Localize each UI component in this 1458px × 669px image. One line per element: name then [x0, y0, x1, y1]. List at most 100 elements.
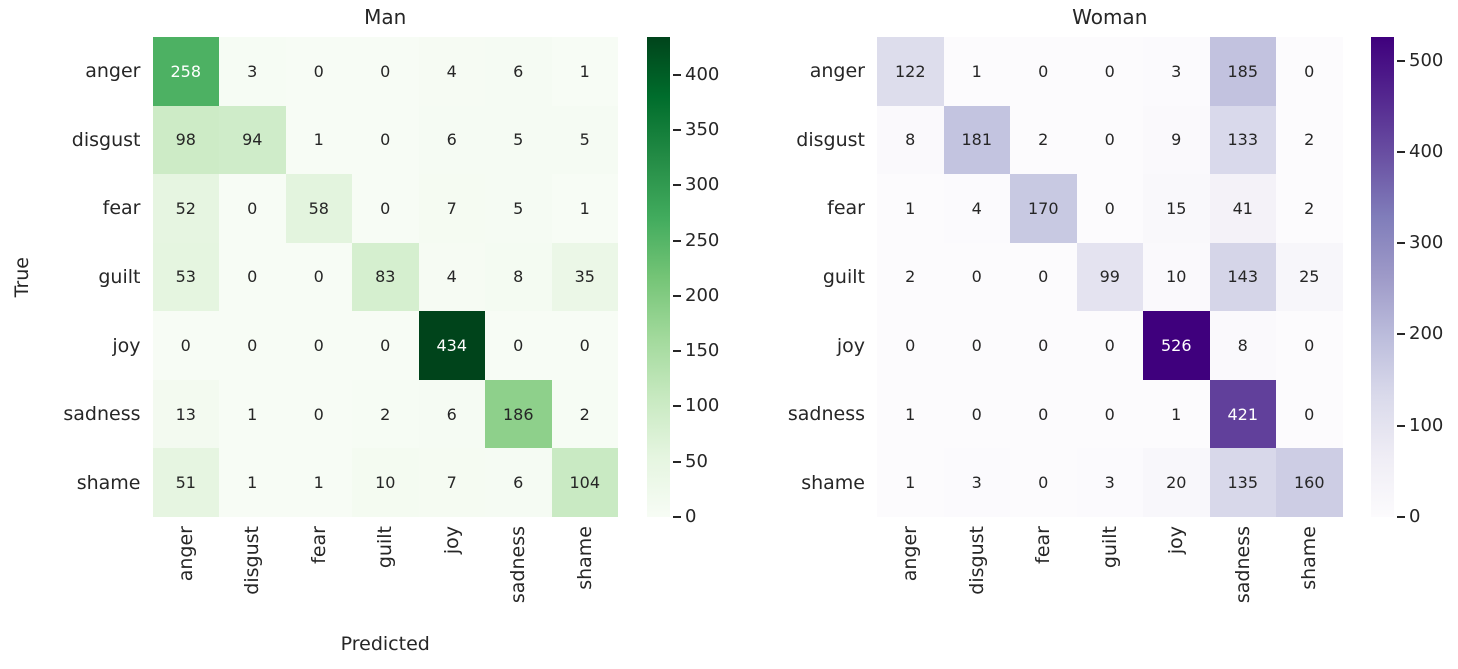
colorbar-tick-mark — [1397, 150, 1405, 153]
x-tick-label: guilt — [1098, 526, 1121, 569]
colorbar-tick-mark — [673, 184, 681, 187]
heatmap-cell: 3 — [219, 37, 286, 106]
colorbar-tick-label: 0 — [1409, 506, 1421, 527]
heatmap-cell: 1 — [877, 174, 944, 243]
colorbar-tick-label: 250 — [685, 229, 720, 251]
heatmap-cell: 421 — [1209, 379, 1276, 449]
colorbar-tick-mark — [1397, 333, 1405, 336]
heatmap-cell: 2 — [1276, 174, 1343, 243]
y-tick-label: disgust — [796, 128, 865, 151]
heatmap-cell: 10 — [352, 448, 419, 517]
heatmap-cell: 186 — [485, 379, 552, 449]
heatmap-cell: 0 — [1010, 379, 1077, 449]
heatmap-cell: 3 — [1143, 37, 1210, 106]
heatmap-cell: 53 — [152, 242, 219, 312]
colorbar-tick-mark — [673, 516, 681, 518]
heatmap-cell: 8 — [1209, 311, 1276, 380]
chart-title: Man — [364, 5, 407, 29]
colorbar-tick-label: 350 — [685, 118, 720, 140]
heatmap-cell: 1 — [551, 37, 618, 106]
colorbar-tick-label: 150 — [685, 340, 720, 362]
colorbar-tick-label: 200 — [1409, 323, 1444, 345]
y-tick-label: fear — [102, 197, 141, 220]
heatmap-cell: 1 — [877, 448, 944, 517]
heatmap-cell: 0 — [1076, 37, 1143, 106]
heatmap-cell: 0 — [352, 105, 419, 175]
heatmap-cell: 7 — [418, 174, 485, 243]
heatmap-cell: 6 — [485, 37, 552, 106]
heatmap-cell: 1 — [551, 174, 618, 243]
colorbar-tick-label: 300 — [1409, 232, 1444, 254]
y-tick-label: sadness — [787, 403, 865, 426]
heatmap-grid: 258 3 0 0 4 6 1 98 94 1 0 6 5 5 52 0 58 0 7 5 1 53 0 0 83 4 8 35 0 0 0… — [152, 37, 618, 517]
heatmap-cell: 1 — [285, 448, 352, 517]
heatmap-cell: 133 — [1209, 105, 1276, 175]
colorbar-tick-label: 100 — [685, 395, 720, 417]
heatmap-cell: 0 — [1276, 37, 1343, 106]
heatmap-cell: 0 — [943, 311, 1010, 380]
heatmap-cell: 185 — [1209, 37, 1276, 106]
heatmap-cell: 3 — [1076, 448, 1143, 517]
heatmap-cell: 181 — [943, 105, 1010, 175]
y-tick-label: anger — [85, 60, 141, 83]
heatmap-cell: 0 — [1076, 105, 1143, 175]
heatmap-cell: 2 — [1276, 105, 1343, 175]
heatmap-cell: 0 — [219, 242, 286, 312]
colorbar-tick-mark — [673, 128, 681, 131]
x-tick-label: sadness — [1231, 526, 1254, 604]
heatmap-cell: 0 — [943, 379, 1010, 449]
colorbar-tick-mark — [673, 73, 681, 76]
heatmap-cell: 8 — [485, 242, 552, 312]
colorbar-tick-label: 200 — [685, 284, 720, 306]
heatmap-cell: 10 — [1143, 242, 1210, 312]
heatmap-cell: 2 — [551, 379, 618, 449]
colorbar-tick-mark — [673, 350, 681, 353]
colorbar-tick-label: 50 — [685, 450, 708, 472]
heatmap-cell: 2 — [1010, 105, 1077, 175]
heatmap-cell: 5 — [551, 105, 618, 175]
heatmap-cell: 4 — [943, 174, 1010, 243]
colorbar-tick-mark — [673, 405, 681, 408]
heatmap-cell: 1 — [219, 379, 286, 449]
x-tick-label: joy — [1165, 526, 1188, 555]
heatmap-cell: 4 — [418, 37, 485, 106]
colorbar-tick-label: 300 — [685, 174, 720, 196]
colorbar-tick-label: 0 — [685, 506, 697, 527]
colorbar-tick-label: 400 — [685, 63, 720, 85]
heatmap-cell: 0 — [219, 311, 286, 380]
heatmap-cell: 25 — [1276, 242, 1343, 312]
y-tick-label: joy — [836, 334, 865, 357]
heatmap-cell: 160 — [1276, 448, 1343, 517]
heatmap-cell: 0 — [1076, 311, 1143, 380]
y-tick-label: anger — [809, 60, 865, 83]
heatmap-cell: 52 — [152, 174, 219, 243]
heatmap-cell: 0 — [1010, 242, 1077, 312]
colorbar-tick-label: 500 — [1409, 49, 1444, 71]
heatmap-cell: 99 — [1076, 242, 1143, 312]
heatmap-cell: 0 — [1076, 174, 1143, 243]
heatmap-cell: 6 — [418, 379, 485, 449]
y-tick-label: fear — [827, 197, 865, 220]
heatmap-cell: 0 — [1076, 379, 1143, 449]
heatmap-cell: 3 — [943, 448, 1010, 517]
y-tick-label: joy — [112, 334, 141, 357]
heatmap-cell: 9 — [1143, 105, 1210, 175]
heatmap-cell: 0 — [285, 242, 352, 312]
heatmap-cell: 0 — [219, 174, 286, 243]
heatmap-grid: 122 1 0 0 3 185 0 8 181 2 0 9 133 2 1 4 170 0 15 41 2 2 0 0 99 10… — [877, 37, 1343, 517]
heatmap-cell: 0 — [551, 311, 618, 380]
heatmap-cell: 258 — [152, 37, 219, 106]
heatmap-cell: 0 — [152, 311, 219, 380]
colorbar — [1371, 37, 1394, 517]
heatmap-cell: 0 — [352, 311, 419, 380]
heatmap-cell: 0 — [1276, 379, 1343, 449]
heatmap-cell: 51 — [152, 448, 219, 517]
colorbar-tick-mark — [673, 460, 681, 463]
x-tick-label: shame — [1298, 526, 1321, 590]
colorbar-tick-mark — [673, 294, 681, 297]
heatmap-cell: 1 — [943, 37, 1010, 106]
heatmap-cell: 2 — [877, 242, 944, 312]
heatmap-cell: 104 — [551, 448, 618, 517]
heatmap-cell: 6 — [485, 448, 552, 517]
